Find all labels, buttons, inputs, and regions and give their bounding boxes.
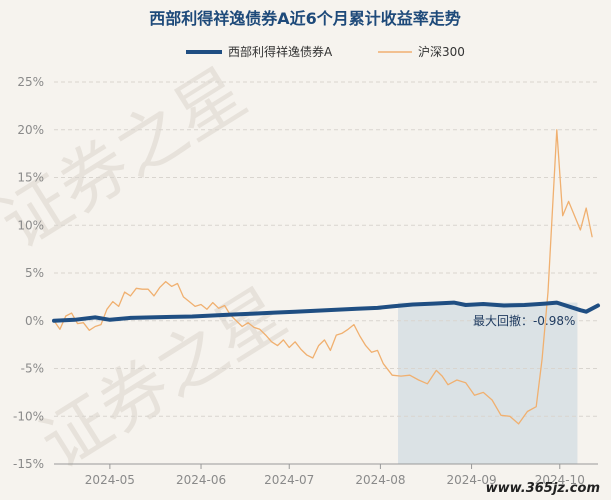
x-tick-label-5: 2024-10 — [535, 473, 585, 487]
watermark-text-2: 证券之星 — [27, 273, 300, 484]
y-tick-label-5: 0% — [25, 314, 44, 328]
y-tick-label-7: -10% — [13, 409, 44, 423]
watermark: 证券之星 证券之星 — [0, 53, 300, 484]
y-tick-label-2: 15% — [17, 171, 44, 185]
x-tick-label-0: 2024-05 — [85, 473, 135, 487]
y-tick-label-4: 5% — [25, 266, 44, 280]
y-tick-label-1: 20% — [17, 123, 44, 137]
series-line-fund — [52, 300, 600, 323]
y-tick-label-6: -5% — [21, 362, 44, 376]
x-tick-label-3: 2024-08 — [355, 473, 405, 487]
drawdown-label: 最大回撤：-0.98% — [473, 313, 575, 328]
series-line-index — [53, 129, 593, 425]
legend-label-fund: 西部利得祥逸债券A — [228, 44, 333, 59]
plot-area: 25% 20% 15% 10% 5% 0% -5% -10% -15% 2024-05 2024-0… — [13, 75, 600, 487]
chart-title: 西部利得祥逸债券A近6个月累计收益率走势 — [149, 9, 461, 28]
legend: 西部利得祥逸债券A 沪深300 — [186, 44, 465, 59]
site-mark: www.365jz.com — [486, 481, 600, 496]
legend-label-index: 沪深300 — [418, 45, 465, 59]
y-tick-label-8: -15% — [13, 457, 44, 471]
y-tick-label-3: 10% — [17, 218, 44, 232]
x-tick-label-4: 2024-09 — [446, 473, 496, 487]
x-tick-label-2: 2024-07 — [264, 473, 314, 487]
x-tick-label-1: 2024-06 — [176, 473, 226, 487]
y-tick-label-0: 25% — [17, 75, 44, 89]
